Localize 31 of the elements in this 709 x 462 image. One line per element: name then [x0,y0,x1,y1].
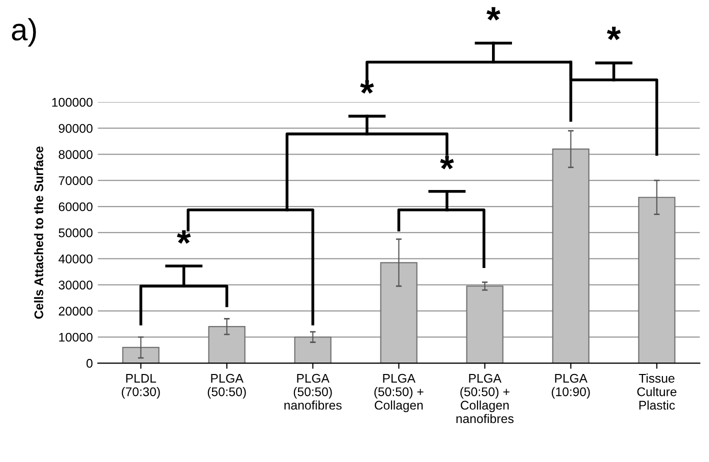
x-tick-label: PLGA (50:50) + Collagen [374,374,424,412]
bar [122,346,160,364]
text: * [486,7,500,21]
annotation: * [440,156,454,170]
y-tick-label: 60000 [58,202,92,212]
bar [380,262,418,364]
y-tick-label: 40000 [58,254,92,264]
y-tick-label: 0 [86,358,92,368]
x-tick-label: PLDL (70:30) [122,374,160,399]
x-tick-label: Tissue Culture Plastic [637,374,676,410]
x-tick-label: PLGA (50:50) + Collagen nanofibres [456,374,514,424]
y-tick-label: 90000 [58,124,92,133]
bar [466,286,504,364]
bar [294,336,332,364]
x-tick-label: PLGA (50:50) nanofibres [284,374,342,410]
x-tick-label: PLGA (50:50) [208,374,246,399]
y-tick-label: 100000 [52,98,92,107]
annotation: * [176,230,191,244]
y-tick-label: 30000 [58,280,92,290]
y-tick-label: 80000 [58,150,92,159]
bar [208,326,246,364]
y-tick-label: 10000 [59,332,92,342]
bar [552,148,590,364]
y-tick-label: 70000 [58,176,92,186]
y-tick-label: 50000 [58,228,92,238]
y-axis-title: Cells Attached to the Surface [34,146,44,319]
y-tick-label: 20000 [58,306,92,316]
text: a) [12,18,36,47]
text: * [606,26,621,40]
x-tick-label: PLGA (10:90) [552,374,590,399]
bar [638,196,676,364]
